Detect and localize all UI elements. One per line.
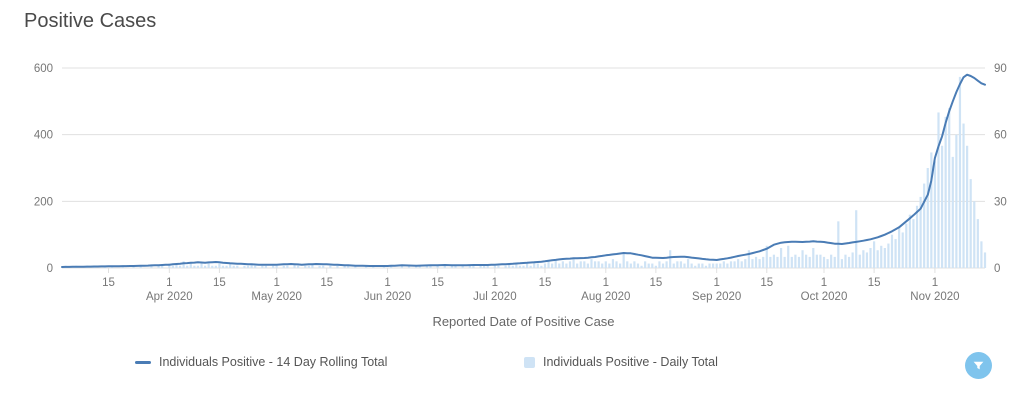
svg-text:15: 15 xyxy=(868,277,881,289)
bar-series-marker xyxy=(524,356,535,368)
svg-text:1: 1 xyxy=(273,277,279,289)
svg-text:30: 30 xyxy=(994,196,1007,208)
svg-text:60: 60 xyxy=(994,130,1007,142)
svg-text:1: 1 xyxy=(384,277,390,289)
svg-text:0: 0 xyxy=(994,263,1000,275)
svg-text:Sep 2020: Sep 2020 xyxy=(692,291,741,303)
svg-text:15: 15 xyxy=(760,277,773,289)
svg-text:1: 1 xyxy=(713,277,719,289)
svg-text:Apr 2020: Apr 2020 xyxy=(146,291,193,303)
svg-text:Jul 2020: Jul 2020 xyxy=(473,291,516,303)
svg-text:15: 15 xyxy=(320,277,333,289)
legend-item-rolling-total[interactable]: Individuals Positive - 14 Day Rolling To… xyxy=(135,355,387,369)
gridlines xyxy=(62,67,985,269)
svg-text:15: 15 xyxy=(539,277,552,289)
line-series-marker xyxy=(135,360,151,364)
legend-label: Individuals Positive - 14 Day Rolling To… xyxy=(159,355,388,369)
svg-text:1: 1 xyxy=(821,277,827,289)
svg-text:Jun 2020: Jun 2020 xyxy=(364,291,411,303)
svg-text:0: 0 xyxy=(47,263,53,275)
left-axis-labels: 0 200 400 600 xyxy=(34,63,53,275)
svg-text:15: 15 xyxy=(213,277,226,289)
svg-text:1: 1 xyxy=(166,277,172,289)
page-title: Positive Cases xyxy=(24,10,157,32)
right-axis-labels: 0 30 60 90 xyxy=(994,63,1007,275)
svg-text:600: 600 xyxy=(34,63,53,75)
svg-text:200: 200 xyxy=(34,196,53,208)
x-axis-title: Reported Date of Positive Case xyxy=(432,314,615,329)
legend-item-daily-total[interactable]: Individuals Positive - Daily Total xyxy=(524,355,718,369)
svg-text:400: 400 xyxy=(34,130,53,142)
svg-text:1: 1 xyxy=(492,277,498,289)
svg-text:90: 90 xyxy=(994,63,1007,75)
svg-text:15: 15 xyxy=(649,277,662,289)
svg-text:Oct 2020: Oct 2020 xyxy=(801,291,848,303)
svg-text:May 2020: May 2020 xyxy=(251,291,302,303)
filter-button[interactable] xyxy=(965,352,992,379)
svg-text:1: 1 xyxy=(932,277,938,289)
svg-text:15: 15 xyxy=(102,277,115,289)
svg-text:1: 1 xyxy=(603,277,609,289)
legend-label: Individuals Positive - Daily Total xyxy=(543,355,718,369)
rolling-total-line xyxy=(61,73,986,268)
svg-text:15: 15 xyxy=(431,277,444,289)
daily-total-bars xyxy=(64,76,987,268)
svg-text:Nov 2020: Nov 2020 xyxy=(910,291,959,303)
x-axis-ticks: 15 1 Apr 2020 15 1 May 2020 15 1 Jun 2020 15 1 Jul … xyxy=(102,268,960,303)
svg-text:Aug 2020: Aug 2020 xyxy=(581,291,630,303)
filter-funnel-icon xyxy=(973,361,984,370)
chart-legend: Individuals Positive - 14 Day Rolling To… xyxy=(0,355,1022,375)
